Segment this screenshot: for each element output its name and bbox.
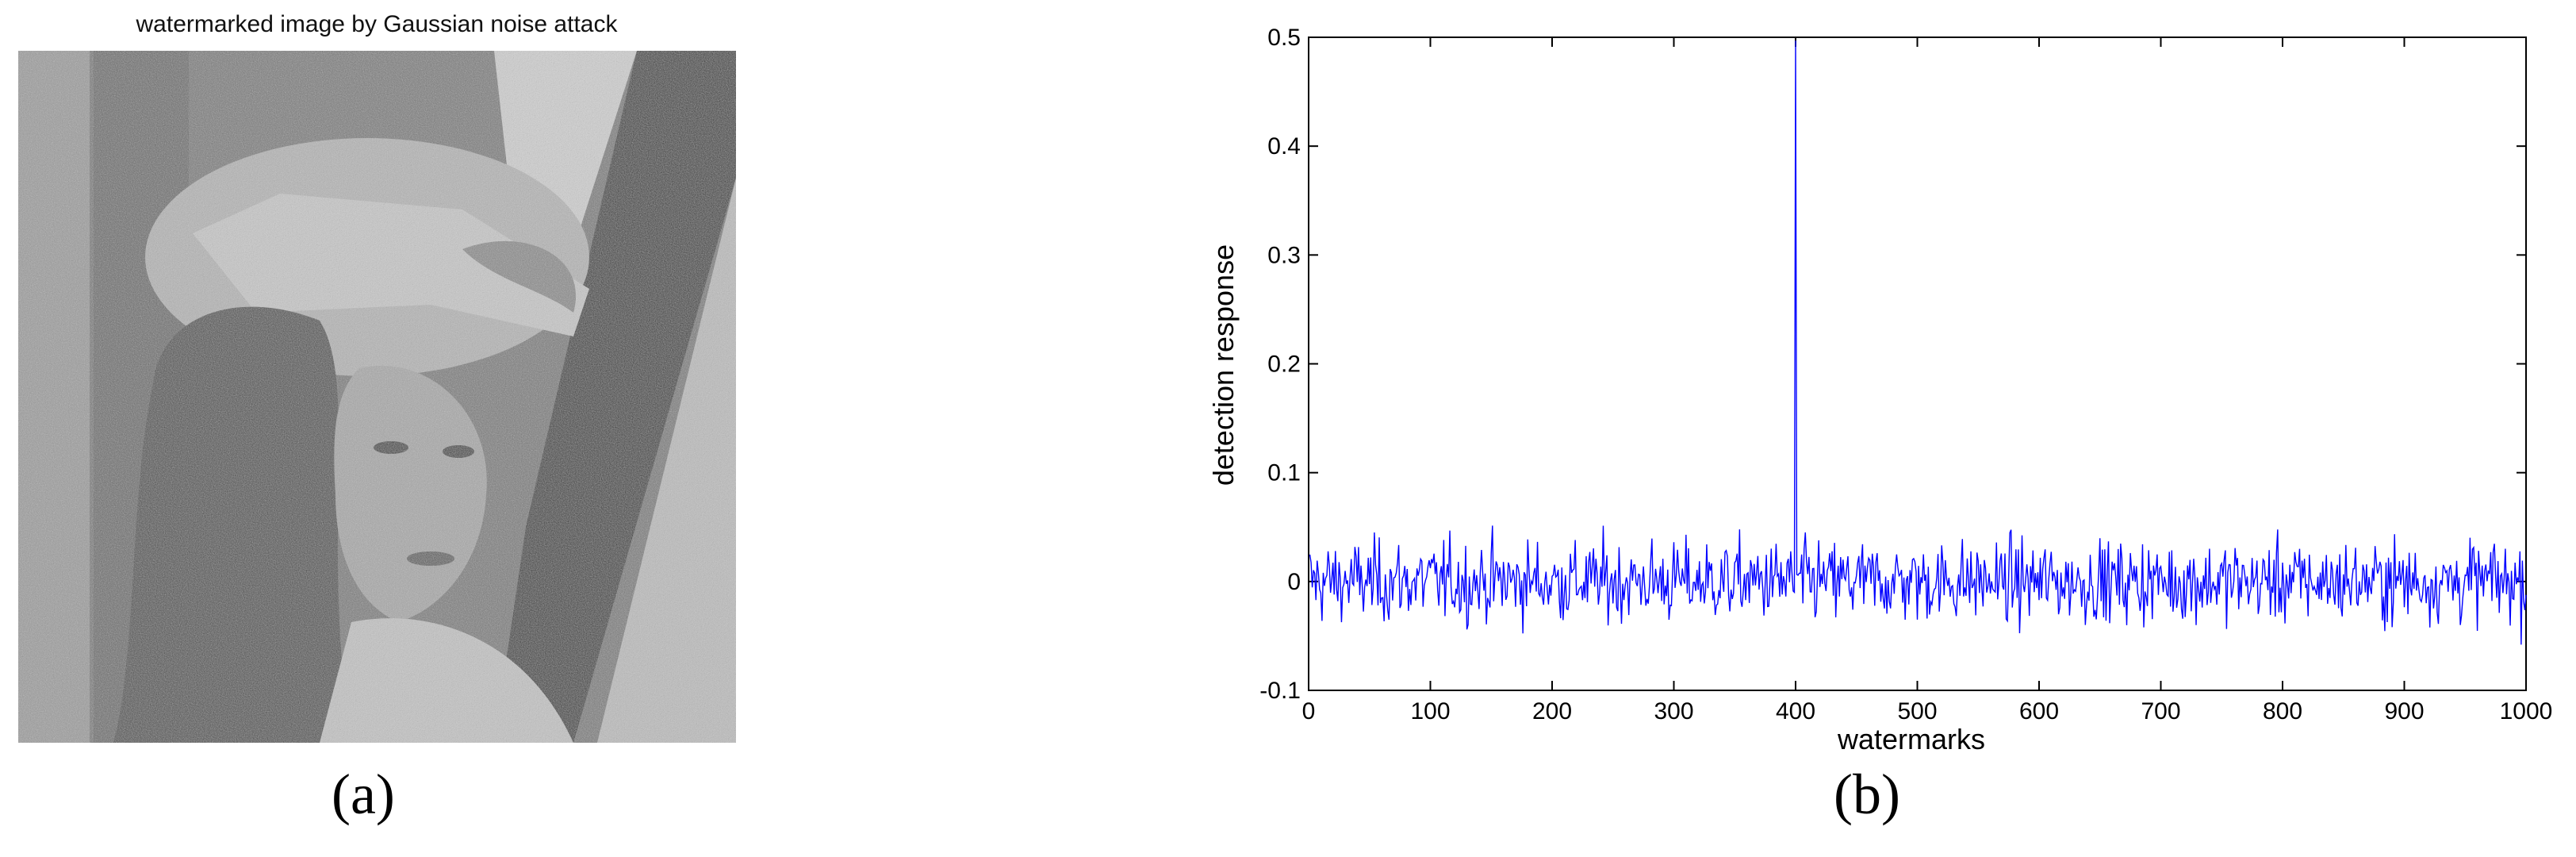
panel-b-label: (b): [1834, 763, 1900, 826]
x-tick-label: 200: [1532, 698, 1572, 724]
x-tick-label: 700: [2141, 698, 2180, 724]
x-tick-label: 100: [1410, 698, 1450, 724]
x-axis-label: watermarks: [1837, 723, 1985, 755]
y-tick-label: -0.1: [1259, 678, 1301, 704]
y-tick-label: 0: [1287, 569, 1301, 595]
panel-a-label: (a): [332, 763, 395, 826]
x-tick-label: 0: [1302, 698, 1316, 724]
noisy-lena-image: [18, 51, 736, 743]
y-tick-label: 0.4: [1267, 133, 1301, 159]
x-tick-label: 1000: [2500, 698, 2553, 724]
axis-tick-labels: 0 100 200 300 400 500 600 700 800 900 1000-0.100.1…: [1259, 25, 2552, 724]
x-tick-label: 500: [1897, 698, 1937, 724]
y-axis-label: detection response: [1207, 244, 1240, 486]
y-tick-label: 0.2: [1267, 352, 1301, 378]
x-tick-label: 600: [2019, 698, 2059, 724]
x-tick-label: 300: [1654, 698, 1693, 724]
x-tick-label: 900: [2384, 698, 2424, 724]
y-tick-label: 0.1: [1267, 460, 1301, 486]
y-tick-label: 0.5: [1267, 25, 1301, 51]
detection-response-series: [1309, 40, 2527, 645]
y-tick-label: 0.3: [1267, 242, 1301, 268]
image-title: watermarked image by Gaussian noise atta…: [136, 11, 618, 37]
x-tick-label: 400: [1776, 698, 1815, 724]
x-tick-label: 800: [2263, 698, 2302, 724]
